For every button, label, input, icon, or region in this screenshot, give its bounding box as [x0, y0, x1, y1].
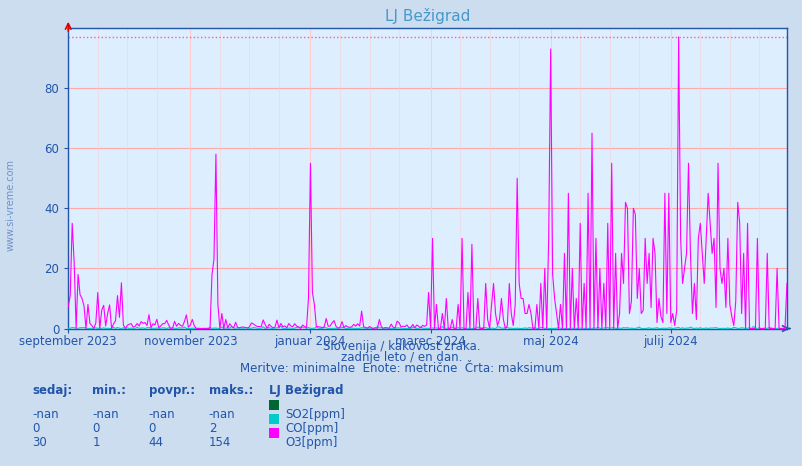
- Text: CO[ppm]: CO[ppm]: [285, 422, 338, 435]
- Text: 1: 1: [92, 436, 99, 449]
- Title: LJ Bežigrad: LJ Bežigrad: [384, 8, 470, 24]
- Text: 0: 0: [92, 422, 99, 435]
- Text: min.:: min.:: [92, 384, 126, 397]
- Text: 2: 2: [209, 422, 216, 435]
- Text: SO2[ppm]: SO2[ppm]: [285, 408, 345, 421]
- Text: maks.:: maks.:: [209, 384, 253, 397]
- Text: -nan: -nan: [92, 408, 119, 421]
- Text: -nan: -nan: [148, 408, 175, 421]
- Text: Slovenija / kakovost zraka.: Slovenija / kakovost zraka.: [322, 340, 480, 353]
- Text: 30: 30: [32, 436, 47, 449]
- Text: sedaj:: sedaj:: [32, 384, 72, 397]
- Text: 0: 0: [148, 422, 156, 435]
- Text: 44: 44: [148, 436, 164, 449]
- Text: O3[ppm]: O3[ppm]: [285, 436, 337, 449]
- Text: zadnje leto / en dan.: zadnje leto / en dan.: [340, 351, 462, 364]
- Text: Meritve: minimalne  Enote: metrične  Črta: maksimum: Meritve: minimalne Enote: metrične Črta:…: [240, 362, 562, 375]
- Text: LJ Bežigrad: LJ Bežigrad: [269, 384, 343, 397]
- Text: 0: 0: [32, 422, 39, 435]
- Text: povpr.:: povpr.:: [148, 384, 194, 397]
- Text: -nan: -nan: [209, 408, 235, 421]
- Text: www.si-vreme.com: www.si-vreme.com: [6, 159, 15, 251]
- Text: -nan: -nan: [32, 408, 59, 421]
- Text: 154: 154: [209, 436, 231, 449]
